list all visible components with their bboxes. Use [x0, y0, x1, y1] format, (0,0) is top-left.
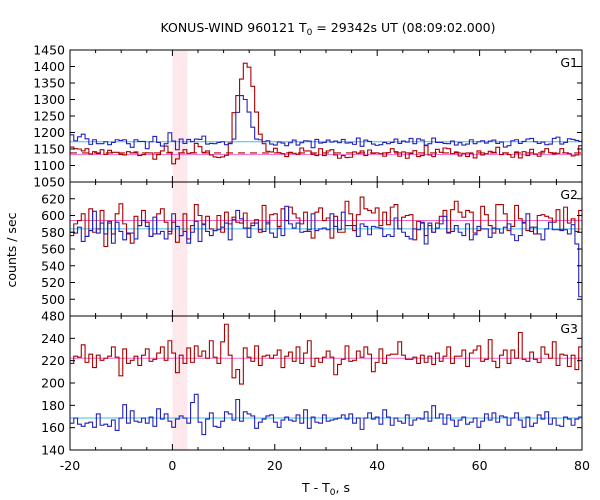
g2-frame: [69, 181, 583, 317]
x-tick-label: -20: [60, 458, 80, 473]
x-tick-label: 60: [472, 458, 488, 473]
g2-ytick-label: 560: [41, 242, 65, 257]
g1-ytick-label: 1100: [33, 158, 65, 173]
g2-ytick-label: 620: [41, 191, 65, 206]
g3-series-a: [70, 323, 582, 385]
g2-ytick-label: 600: [41, 208, 65, 223]
g3-panel-label: G3: [560, 321, 578, 336]
g1-series-a: [70, 62, 582, 165]
g2-ytick-label: 480: [41, 309, 65, 324]
g1-ytick-label: 1250: [33, 109, 65, 124]
chart-title: KONUS-WIND 960121 T0 = 29342s UT (08:09:…: [160, 20, 495, 38]
g3-series-b: [70, 393, 582, 436]
g2-series-a: [70, 196, 582, 248]
g3-ytick-label: 160: [41, 420, 65, 435]
g1-series-b: [70, 94, 582, 151]
g3-frame: [69, 315, 583, 451]
g3-ytick-label: 180: [41, 398, 65, 413]
frame-layer: [69, 49, 583, 451]
highlight-layer: [172, 50, 188, 450]
x-axis-label: T - T0, s: [301, 480, 350, 498]
g1-ytick-label: 1200: [33, 125, 65, 140]
g1-ytick-label: 1400: [33, 59, 65, 74]
g2-ytick-label: 580: [41, 225, 65, 240]
g3-ytick-label: 240: [41, 331, 65, 346]
g2-panel-label: G2: [560, 187, 578, 202]
g2-ytick-label: 540: [41, 258, 65, 273]
x-tick-label: 0: [168, 458, 176, 473]
x-tick-label: 80: [574, 458, 590, 473]
g2-series-b: [70, 205, 582, 298]
label-layer: KONUS-WIND 960121 T0 = 29342s UT (08:09:…: [4, 20, 590, 498]
g1-ytick-label: 1150: [33, 142, 65, 157]
g3-ytick-label: 140: [41, 443, 65, 458]
g1-ytick-label: 1350: [33, 76, 65, 91]
g1-frame: [69, 49, 583, 183]
x-tick-label: 40: [369, 458, 385, 473]
g1-panel-label: G1: [560, 55, 578, 70]
g2-ytick-label: 520: [41, 275, 65, 290]
burst-highlight: [172, 50, 188, 450]
g1-ytick-label: 1050: [33, 175, 65, 190]
g1-ytick-label: 1450: [33, 43, 65, 58]
g1-ytick-label: 1300: [33, 92, 65, 107]
y-axis-label: counts / sec: [4, 212, 19, 287]
x-tick-label: 20: [267, 458, 283, 473]
g2-ytick-label: 500: [41, 292, 65, 307]
g3-ytick-label: 200: [41, 376, 65, 391]
series-layer: [70, 62, 582, 436]
g3-ytick-label: 220: [41, 353, 65, 368]
